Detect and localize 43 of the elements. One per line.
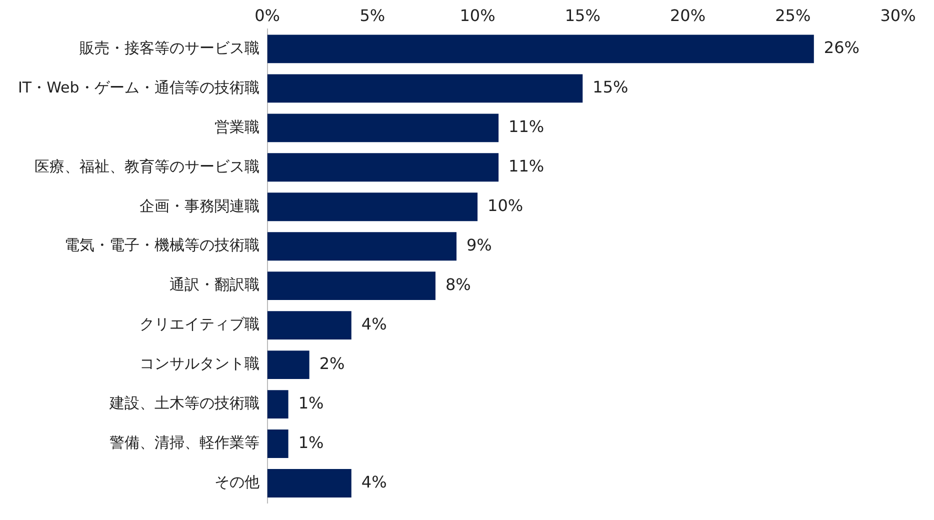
data-label: 26% [824, 38, 860, 58]
x-tick-label: 15% [564, 6, 600, 25]
data-label: 1% [298, 432, 324, 452]
y-tick-label: 電気・電子・機械等の技術職 [64, 236, 260, 254]
y-tick-label: 営業職 [214, 118, 260, 136]
x-tick-label: 30% [880, 6, 916, 25]
data-label: 4% [361, 472, 387, 492]
x-tick-label: 5% [360, 6, 386, 25]
bar [267, 390, 288, 419]
bar [267, 272, 436, 300]
bar [267, 192, 478, 222]
y-tick-label: 販売・接客等のサービス職 [79, 38, 260, 57]
y-tick-label: 医療、福祉、教育等のサービス職 [34, 157, 260, 176]
data-label: 1% [298, 393, 324, 412]
x-tick-label: 25% [775, 6, 811, 25]
data-label: 15% [592, 78, 628, 97]
data-label: 9% [466, 236, 492, 255]
data-label: 11% [508, 156, 544, 176]
y-tick-label: 通訳・翻訳職 [169, 276, 260, 294]
bar [267, 469, 352, 498]
y-tick-label: 警備、清掃、軽作業等 [109, 434, 260, 452]
y-tick-label: クリエイティブ職 [139, 315, 260, 334]
y-tick-label: コンサルタント職 [139, 354, 260, 373]
x-tick-label: 10% [460, 6, 496, 25]
bar [267, 430, 288, 458]
bar [267, 232, 457, 261]
x-tick-label: 0% [254, 6, 280, 25]
y-tick-label: 建設、土木等の技術職 [108, 394, 260, 412]
data-label: 10% [488, 196, 524, 216]
y-tick-label: IT・Web・ゲーム・通信等の技術職 [18, 78, 260, 96]
bar [267, 311, 352, 340]
data-label: 2% [319, 354, 345, 373]
y-tick-label: その他 [214, 473, 260, 492]
bar [267, 153, 499, 182]
bar [267, 350, 310, 380]
data-label: 4% [361, 314, 387, 334]
bar [267, 114, 499, 142]
bar [267, 74, 583, 103]
y-tick-label: 企画・事務関連職 [139, 196, 260, 215]
bar [267, 34, 814, 64]
x-tick-label: 20% [670, 6, 706, 25]
data-label: 11% [508, 117, 544, 136]
data-label: 8% [445, 275, 471, 294]
